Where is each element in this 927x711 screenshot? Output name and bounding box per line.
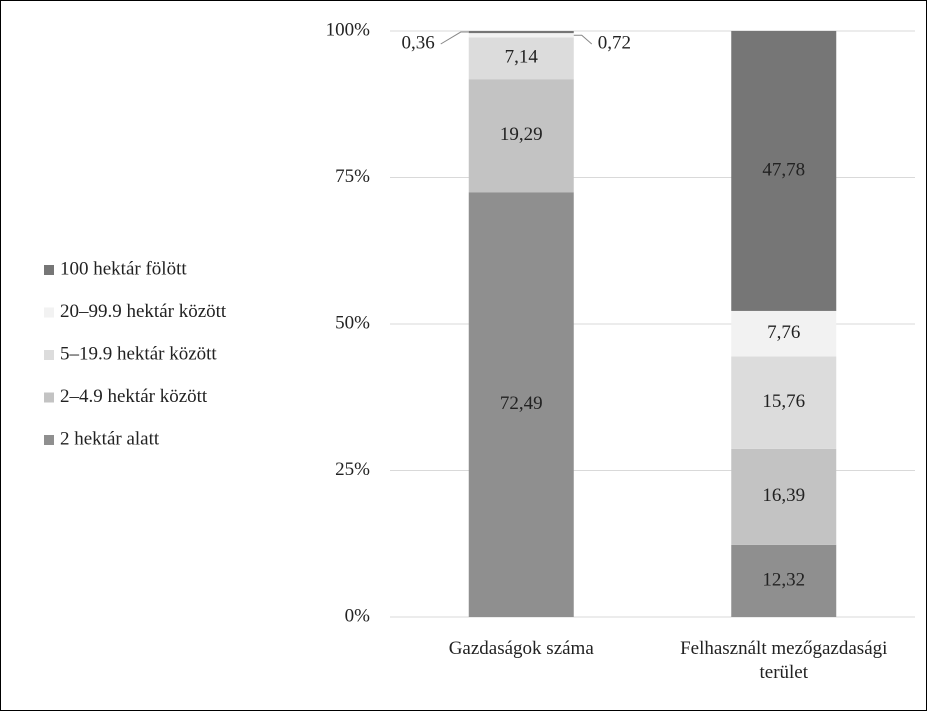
y-tick-label: 25% [335,459,370,480]
bar-segment [731,356,837,449]
legend-label: 100 hektár fölött [60,258,187,279]
leader-line [440,31,469,45]
data-label: 47,78 [762,159,805,180]
legend-label: 2 hektár alatt [60,428,160,449]
data-label: 19,29 [500,124,543,145]
legend-swatch [44,265,54,275]
y-tick-label: 0% [345,605,371,626]
data-label: 0,72 [598,32,631,53]
bar-segment [468,192,574,617]
data-label: 7,14 [505,47,539,68]
y-tick-label: 75% [335,166,370,187]
legend-label: 5–19.9 hektár között [60,343,217,364]
bar-segment [468,79,574,193]
legend-swatch [44,350,54,360]
bar-segment [731,30,837,311]
y-tick-label: 100% [326,19,371,40]
x-tick-label: Gazdaságok száma [448,638,594,659]
bar-segment [468,31,574,34]
data-label: 72,49 [500,393,543,414]
legend-swatch [44,307,54,318]
legend-label: 2–4.9 hektár között [60,386,208,407]
x-tick-label: Felhasznált mezőgazdasági terület [680,638,888,683]
legend-swatch [44,392,54,403]
legend-swatch [44,435,54,445]
data-label: 16,39 [762,485,805,506]
bar-segment [731,310,837,357]
bar-segment [468,37,574,80]
bar-segment [731,448,837,545]
leader-line [573,34,593,45]
y-tick-label: 50% [335,312,370,333]
data-label: 0,36 [402,32,435,53]
data-label: 15,76 [762,391,805,412]
data-label: 7,76 [767,322,800,343]
legend-label: 20–99.9 hektár között [60,301,227,322]
bar-segment [468,33,574,38]
data-label: 12,32 [762,569,805,590]
bar-segment [731,544,837,617]
